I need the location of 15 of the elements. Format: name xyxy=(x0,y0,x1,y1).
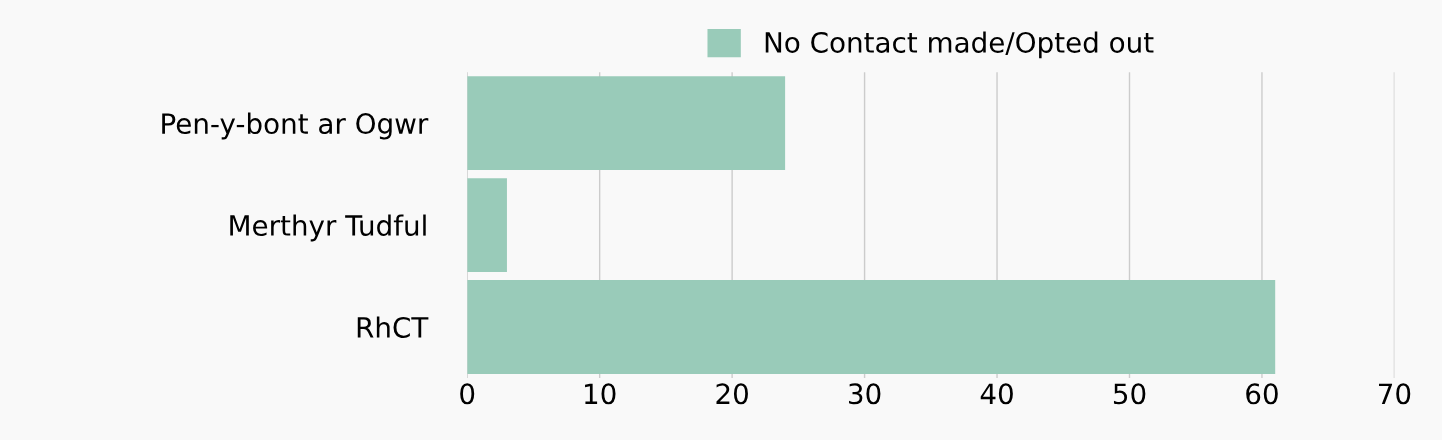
x-tick-label: 40 xyxy=(980,383,1013,405)
x-tick-label: 30 xyxy=(849,383,881,405)
legend-label: No Contact made/Opted out xyxy=(765,31,1154,59)
x-tick-label: 70 xyxy=(1379,383,1411,405)
x-tick-label: 10 xyxy=(585,383,616,405)
x-tick-label: 50 xyxy=(1113,383,1146,405)
x-tick-label: 20 xyxy=(716,383,748,405)
y-tick-label: RhCT xyxy=(357,316,429,338)
bar xyxy=(467,76,786,171)
y-tick-label: Merthyr Tudful xyxy=(230,214,426,242)
bar xyxy=(467,178,507,272)
x-tick-label: 0 xyxy=(460,383,475,405)
x-tick-label: 60 xyxy=(1246,383,1278,405)
y-tick-label: Pen-y-bont ar Ogwr xyxy=(162,112,429,140)
bar xyxy=(467,280,1276,374)
